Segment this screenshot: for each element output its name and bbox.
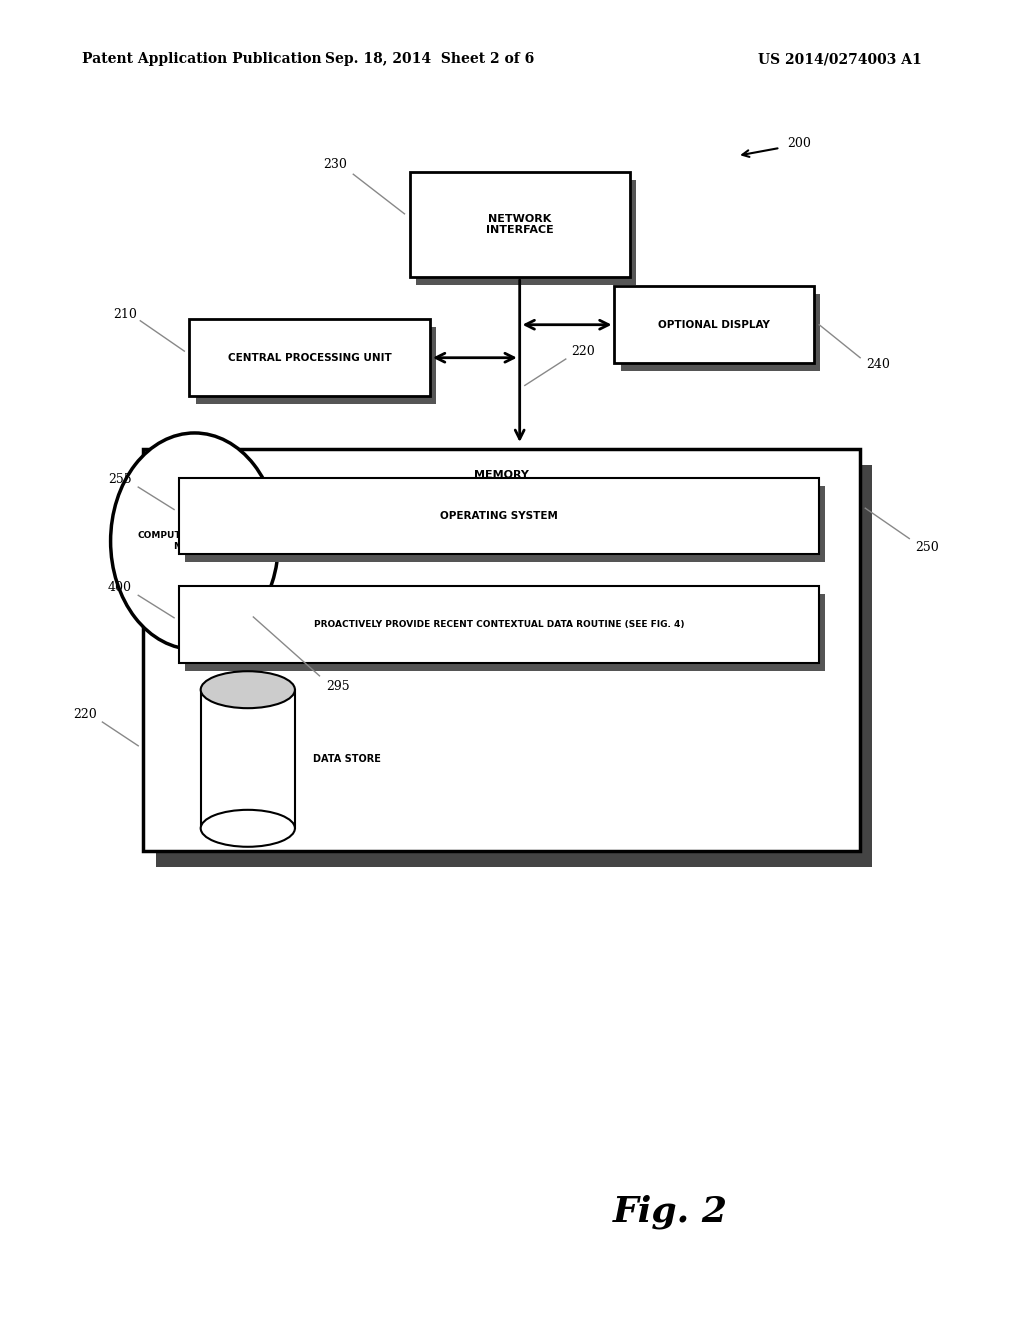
Text: MEMORY: MEMORY: [474, 470, 529, 480]
Ellipse shape: [201, 671, 295, 708]
Text: US 2014/0274003 A1: US 2014/0274003 A1: [758, 53, 922, 66]
Text: 230: 230: [323, 158, 347, 172]
Text: 200: 200: [786, 137, 811, 150]
Bar: [196, 327, 436, 404]
Text: OPTIONAL DISPLAY: OPTIONAL DISPLAY: [658, 319, 770, 330]
Text: 295: 295: [326, 680, 350, 693]
Bar: [179, 586, 819, 663]
Text: Fig. 2: Fig. 2: [613, 1195, 728, 1229]
Text: NETWORK
INTERFACE: NETWORK INTERFACE: [485, 214, 554, 235]
Bar: [201, 689, 295, 829]
Bar: [143, 449, 860, 851]
Text: 400: 400: [108, 581, 132, 594]
Text: OPERATING SYSTEM: OPERATING SYSTEM: [440, 511, 558, 521]
Text: Sep. 18, 2014  Sheet 2 of 6: Sep. 18, 2014 Sheet 2 of 6: [326, 53, 535, 66]
Circle shape: [111, 433, 279, 649]
Bar: [156, 465, 872, 867]
Ellipse shape: [201, 809, 295, 847]
Text: 250: 250: [914, 541, 939, 554]
Bar: [179, 478, 819, 554]
Bar: [621, 294, 820, 371]
Text: COMPUTER-READABLE
MEDIUM: COMPUTER-READABLE MEDIUM: [138, 532, 251, 550]
Bar: [416, 180, 636, 285]
Text: Patent Application Publication: Patent Application Publication: [82, 53, 322, 66]
Bar: [410, 172, 630, 277]
Text: 255: 255: [108, 473, 132, 486]
Text: PROACTIVELY PROVIDE RECENT CONTEXTUAL DATA ROUTINE (SEE FIG. 4): PROACTIVELY PROVIDE RECENT CONTEXTUAL DA…: [314, 620, 684, 628]
Text: 220: 220: [73, 708, 97, 721]
Text: 210: 210: [113, 308, 137, 321]
Text: DATA STORE: DATA STORE: [313, 754, 381, 764]
Bar: [189, 319, 430, 396]
Text: 220: 220: [571, 345, 595, 358]
Bar: [185, 594, 825, 671]
Bar: [614, 286, 814, 363]
Text: 240: 240: [866, 358, 891, 371]
Text: CENTRAL PROCESSING UNIT: CENTRAL PROCESSING UNIT: [228, 352, 391, 363]
Bar: [185, 486, 825, 562]
